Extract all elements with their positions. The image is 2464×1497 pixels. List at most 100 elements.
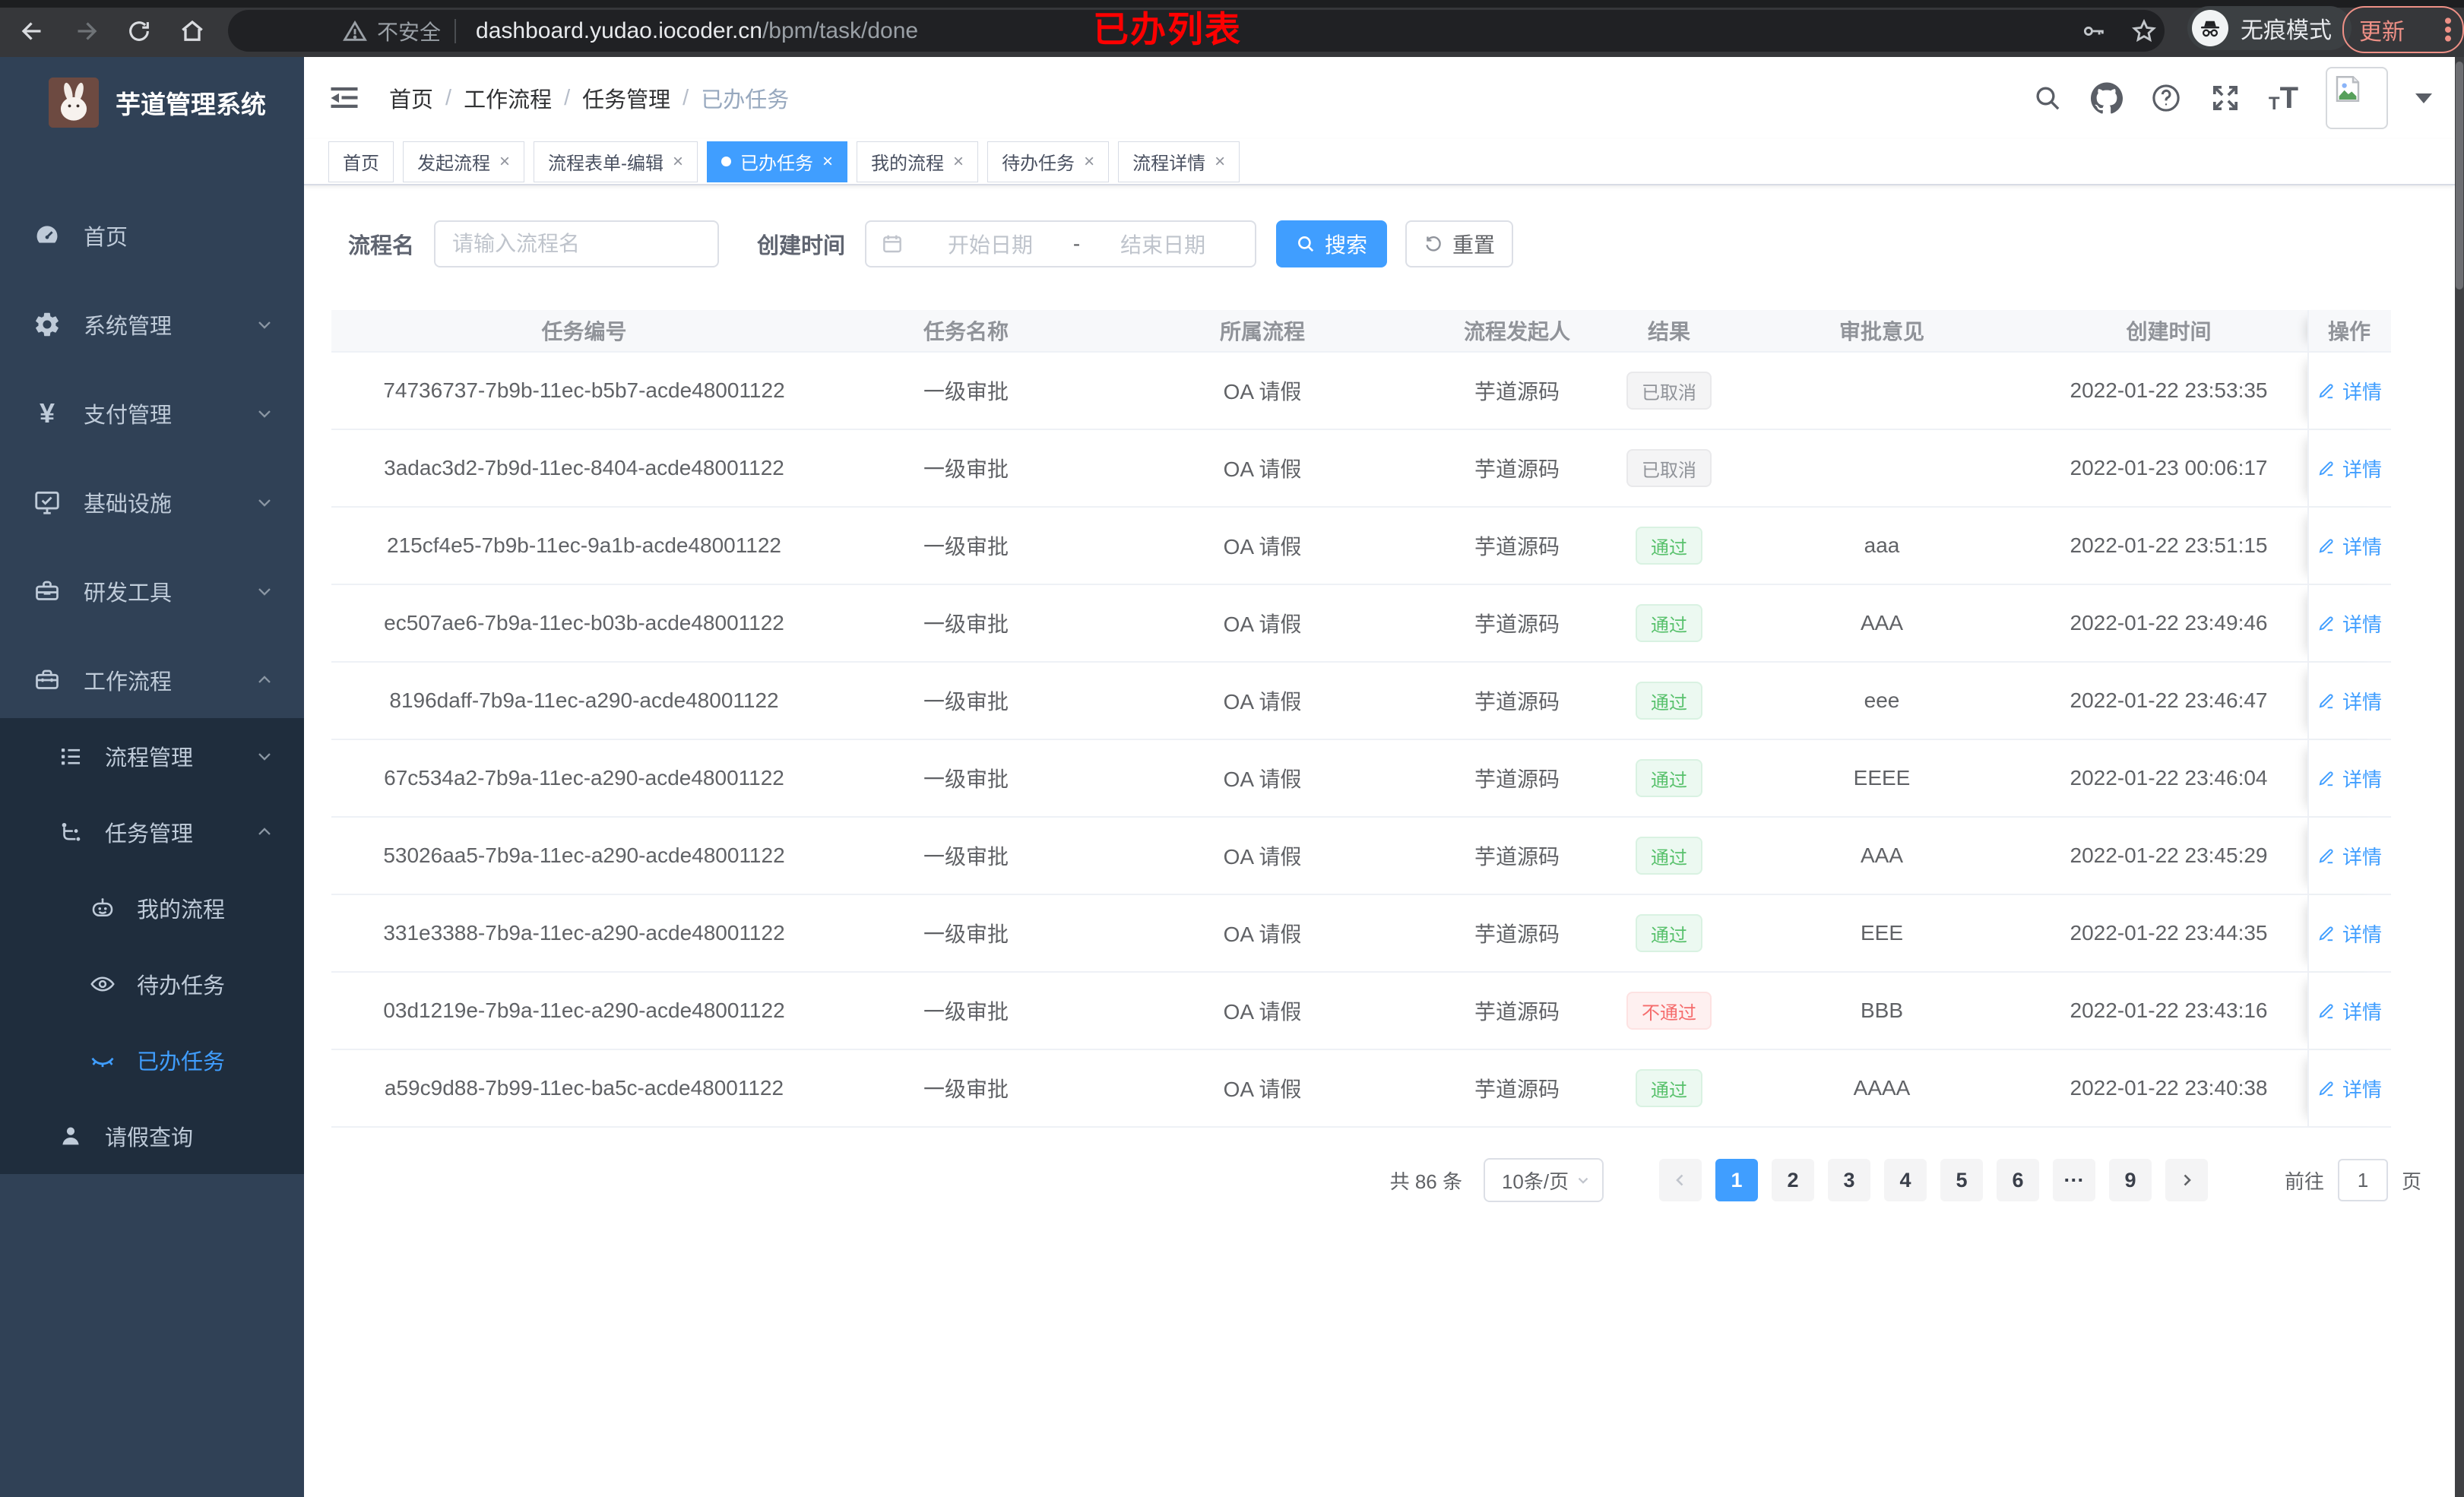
status-badge: 通过 [1636, 914, 1702, 952]
address-bar[interactable]: 不安全 dashboard.yudao.iocoder.cn/bpm/task/… [228, 10, 2165, 52]
sidebar-fold-icon[interactable] [328, 83, 360, 113]
close-icon[interactable]: × [953, 150, 964, 172]
tab-form-edit[interactable]: 流程表单-编辑 × [534, 141, 698, 182]
tab-my-process[interactable]: 我的流程 × [857, 141, 979, 182]
detail-link[interactable]: 详情 [2317, 454, 2382, 483]
sidebar-item-task-mgmt[interactable]: 任务管理 [0, 794, 304, 870]
cell-task-name: 一级审批 [923, 380, 1009, 404]
cell-starter: 芋道源码 [1474, 923, 1560, 946]
page-ellipsis[interactable]: ··· [2052, 1159, 2095, 1201]
sidebar-item-infra[interactable]: 基础设施 [0, 457, 304, 546]
sidebar-item-workflow[interactable]: 工作流程 [0, 635, 304, 724]
search-button[interactable]: 搜索 [1276, 220, 1388, 267]
help-icon[interactable] [2150, 82, 2182, 114]
toolbox-icon [32, 576, 62, 606]
tags-view: 首页 发起流程 × 流程表单-编辑 × 已办任务 × 我的流程 × 待办任务 × 流程详情… [304, 139, 2455, 185]
goto-page-input[interactable] [2337, 1159, 2388, 1201]
page-button-6[interactable]: 6 [1996, 1159, 2039, 1201]
table-row: 03d1219e-7b9a-11ec-a290-acde48001122 一级审… [331, 973, 2391, 1050]
detail-link[interactable]: 详情 [2317, 842, 2382, 870]
home-icon[interactable] [178, 17, 207, 46]
table-body: 74736737-7b9b-11ec-b5b7-acde48001122 一级审… [331, 353, 2391, 1128]
detail-link[interactable]: 详情 [2317, 532, 2382, 560]
page-size-select[interactable]: 10条/页 [1483, 1158, 1604, 1202]
github-icon[interactable] [2090, 82, 2123, 114]
reset-button[interactable]: 重置 [1405, 220, 1514, 267]
cell-starter: 芋道源码 [1474, 535, 1560, 559]
list-icon [56, 742, 85, 771]
close-icon[interactable]: × [1084, 150, 1095, 172]
close-icon[interactable]: × [1215, 150, 1226, 172]
cell-comment: AAAA [1853, 1076, 1911, 1100]
chevron-down-icon [258, 498, 271, 507]
back-icon[interactable] [18, 17, 47, 46]
date-range-picker[interactable]: 开始日期 - 结束日期 [865, 220, 1257, 267]
col-comment: 审批意见 [1838, 320, 1924, 343]
cell-create-time: 2022-01-22 23:45:29 [2070, 843, 2268, 867]
prev-page-button[interactable] [1658, 1159, 1702, 1201]
incognito-icon [2192, 10, 2228, 46]
page-button-4[interactable]: 4 [1883, 1159, 1927, 1201]
close-icon[interactable]: × [499, 150, 511, 172]
cell-actions: 详情 [2307, 353, 2390, 429]
tab-start-process[interactable]: 发起流程 × [403, 141, 525, 182]
star-icon[interactable] [2130, 17, 2158, 46]
sidebar-item-system[interactable]: 系统管理 [0, 280, 304, 369]
page-button-2[interactable]: 2 [1771, 1159, 1814, 1201]
search-icon[interactable] [2032, 82, 2063, 114]
close-icon[interactable]: × [822, 150, 834, 172]
avatar[interactable] [2326, 67, 2388, 129]
next-page-button[interactable] [2165, 1159, 2208, 1201]
page-button-9[interactable]: 9 [2108, 1159, 2152, 1201]
sidebar-item-payment[interactable]: ¥ 支付管理 [0, 369, 304, 457]
page-button-1[interactable]: 1 [1715, 1159, 1758, 1201]
page-button-3[interactable]: 3 [1827, 1159, 1870, 1201]
detail-link[interactable]: 详情 [2317, 764, 2382, 793]
detail-link[interactable]: 详情 [2317, 1074, 2382, 1103]
cell-result: 通过 [1604, 914, 1734, 952]
range-separator: - [1072, 232, 1081, 255]
cell-create-time: 2022-01-22 23:46:47 [2070, 688, 2268, 712]
sidebar-item-devtools[interactable]: 研发工具 [0, 546, 304, 635]
table-row: 8196daff-7b9a-11ec-a290-acde48001122 一级审… [331, 663, 2391, 740]
detail-link[interactable]: 详情 [2317, 919, 2382, 948]
tab-done-tasks[interactable]: 已办任务 × [707, 141, 848, 182]
sidebar-item-done-tasks[interactable]: 已办任务 [0, 1022, 304, 1098]
detail-link[interactable]: 详情 [2317, 687, 2382, 715]
cell-actions: 详情 [2307, 585, 2390, 661]
page-button-5[interactable]: 5 [1940, 1159, 1983, 1201]
avatar-caret-icon[interactable] [2415, 93, 2432, 103]
status-badge: 通过 [1636, 1069, 1702, 1107]
detail-link[interactable]: 详情 [2317, 997, 2382, 1025]
tab-todo-tasks[interactable]: 待办任务 × [987, 141, 1110, 182]
sidebar-item-my-process[interactable]: 我的流程 [0, 870, 304, 946]
refresh-icon[interactable] [125, 17, 154, 46]
breadcrumb-home[interactable]: 首页 [389, 88, 434, 112]
active-dot [721, 157, 732, 166]
app-logo[interactable]: 芋道管理系统 [0, 57, 304, 133]
breadcrumb-task-mgmt[interactable]: 任务管理 [582, 88, 671, 112]
tab-home[interactable]: 首页 [328, 141, 394, 182]
dashboard-icon [32, 220, 62, 251]
sidebar-item-leave-query[interactable]: 请假查询 [0, 1098, 304, 1174]
window-scrollbar[interactable] [2455, 57, 2464, 1497]
address-divider [454, 18, 457, 43]
user-icon [56, 1122, 85, 1150]
process-name-input[interactable] [434, 220, 720, 267]
tab-process-detail[interactable]: 流程详情 × [1118, 141, 1240, 182]
update-button[interactable]: 更新 [2342, 6, 2464, 53]
detail-link[interactable]: 详情 [2317, 609, 2382, 638]
sidebar-item-todo-tasks[interactable]: 待办任务 [0, 946, 304, 1022]
breadcrumb-workflow[interactable]: 工作流程 [464, 88, 553, 112]
detail-link[interactable]: 详情 [2317, 377, 2382, 405]
sidebar-item-home[interactable]: 首页 [0, 191, 304, 280]
chevron-down-icon [1578, 1177, 1588, 1184]
browser-menu-icon[interactable] [2444, 14, 2452, 45]
scrollbar-thumb[interactable] [2456, 62, 2463, 290]
close-icon[interactable]: × [673, 150, 684, 172]
fullscreen-icon[interactable] [2209, 82, 2241, 114]
sidebar-item-process-mgmt[interactable]: 流程管理 [0, 718, 304, 794]
forward-icon[interactable] [71, 17, 100, 46]
key-icon[interactable] [2079, 17, 2108, 46]
